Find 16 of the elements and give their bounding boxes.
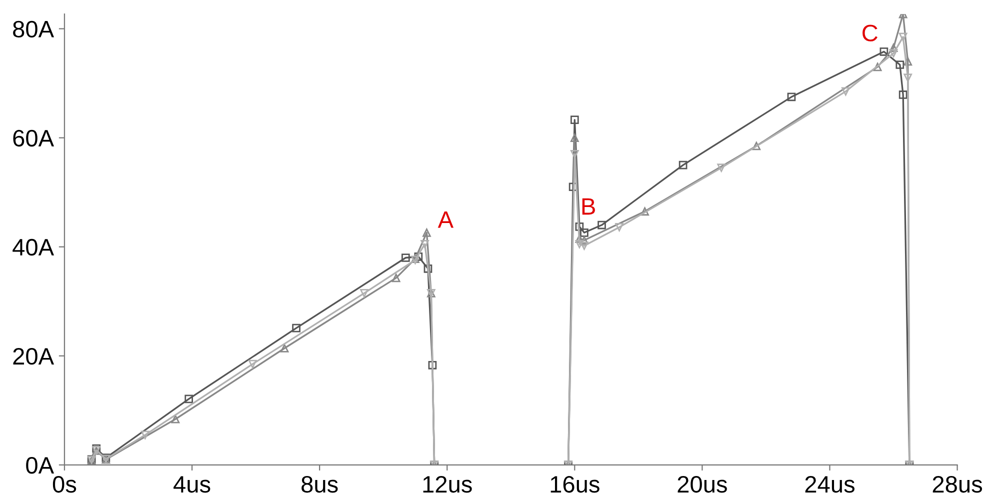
x-tick-label: 4us bbox=[174, 476, 210, 493]
annotation: C bbox=[862, 24, 878, 42]
x-tick-label: 24us bbox=[805, 476, 854, 493]
x-tick-label: 28us bbox=[932, 476, 982, 493]
x-tick-label: 8us bbox=[302, 476, 338, 493]
x-tick-label: 16us bbox=[550, 476, 600, 493]
y-tick-label: 80A bbox=[13, 20, 54, 38]
x-tick-label: 0s bbox=[52, 476, 76, 493]
y-tick-label: 60A bbox=[13, 130, 54, 147]
x-tick-label: 20us bbox=[678, 476, 727, 493]
y-tick-label: 0A bbox=[26, 456, 54, 474]
y-tick-label: 40A bbox=[12, 238, 54, 256]
annotation: B bbox=[582, 198, 595, 215]
x-tick-label: 12us bbox=[423, 476, 472, 493]
y-tick-label: 20A bbox=[13, 348, 54, 365]
annotation: A bbox=[438, 212, 454, 228]
